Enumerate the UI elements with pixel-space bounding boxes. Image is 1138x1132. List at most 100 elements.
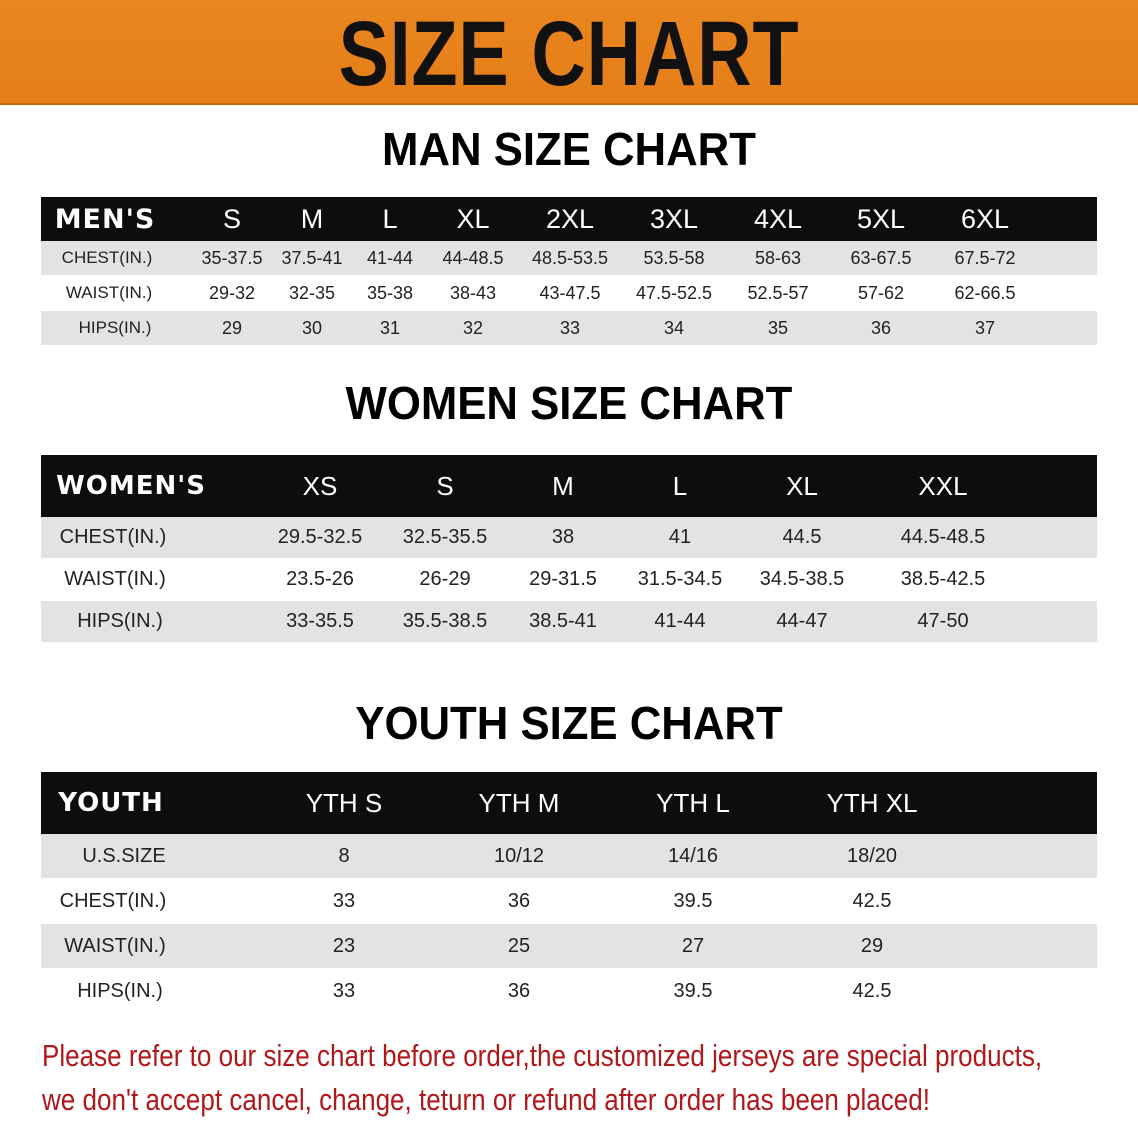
- table-row: WAIST(IN.) 23 25 27 29: [41, 924, 1097, 968]
- measurement-label: CHEST(IN.): [59, 889, 167, 912]
- size-header: 5XL: [856, 203, 906, 234]
- measurement-value: 32-35: [288, 282, 336, 303]
- measurement-value: 35: [767, 317, 789, 338]
- women-header-label: WOMEN'S: [56, 471, 206, 501]
- measurement-value: 34: [663, 317, 685, 338]
- measurement-value: 39.5: [673, 979, 713, 1002]
- measurement-value: 23.5-26: [286, 568, 354, 590]
- size-header: 3XL: [649, 203, 699, 234]
- youth-header-label: YOUTH: [58, 788, 164, 818]
- notice-line-1: Please refer to our size chart before or…: [42, 1038, 1043, 1073]
- measurement-value: 44.5: [782, 526, 822, 548]
- measurement-value: 29.5-32.5: [277, 526, 363, 548]
- size-header: YTH S: [305, 787, 383, 818]
- measurement-value: 44.5-48.5: [900, 526, 986, 548]
- measurement-value: 33: [332, 889, 356, 912]
- measurement-value: 43-47.5: [539, 282, 601, 303]
- measurement-value: 31.5-34.5: [637, 568, 723, 590]
- size-header: L: [382, 203, 398, 234]
- measurement-label: CHEST(IN.): [59, 526, 167, 548]
- measurement-value: 29-32: [208, 282, 256, 303]
- women-header-row: WOMEN'S XS S M L XL XXL: [41, 455, 1097, 517]
- measurement-value: 48.5-53.5: [531, 247, 609, 268]
- measurement-value: 33: [332, 979, 356, 1002]
- measurement-label: CHEST(IN.): [61, 248, 153, 267]
- men-section-title: MAN SIZE CHART: [382, 123, 756, 175]
- size-header: M: [300, 203, 324, 234]
- measurement-value: 62-66.5: [954, 282, 1016, 303]
- size-header: YTH XL: [826, 787, 918, 818]
- measurement-value: 42.5: [852, 889, 892, 912]
- table-row: WAIST(IN.) 29-32 32-35 35-38 38-43 43-47.5 47.…: [41, 276, 1097, 310]
- measurement-label: WAIST(IN.): [65, 283, 153, 302]
- youth-section-title: YOUTH SIZE CHART: [355, 697, 783, 749]
- men-header-row: MEN'S S M L XL 2XL 3XL 4XL 5XL 6XL: [41, 197, 1097, 241]
- measurement-value: 37: [974, 317, 996, 338]
- measurement-value: 25: [507, 934, 531, 957]
- measurement-value: 38-43: [449, 282, 497, 303]
- measurement-label: U.S.SIZE: [82, 844, 166, 867]
- measurement-value: 27: [681, 934, 705, 957]
- table-row: HIPS(IN.) 29 30 31 32 33 34 35 36 37: [41, 311, 1097, 345]
- size-header: 6XL: [960, 203, 1010, 234]
- size-header: M: [552, 470, 574, 501]
- measurement-value: 14/16: [667, 844, 719, 867]
- measurement-value: 41-44: [366, 247, 414, 268]
- measurement-value: 34.5-38.5: [759, 568, 845, 590]
- measurement-value: 58-63: [754, 247, 802, 268]
- measurement-value: 41: [668, 526, 692, 548]
- measurement-value: 26-29: [419, 568, 471, 590]
- measurement-value: 8: [338, 844, 350, 867]
- table-row: CHEST(IN.) 29.5-32.5 32.5-35.5 38 41 44.5 44.5…: [41, 517, 1097, 558]
- measurement-value: 42.5: [852, 979, 892, 1002]
- table-row: WAIST(IN.) 23.5-26 26-29 29-31.5 31.5-34.5 34…: [41, 559, 1097, 600]
- measurement-value: 33-35.5: [286, 610, 354, 632]
- men-header-label: MEN'S: [54, 203, 156, 235]
- measurement-value: 32: [462, 317, 484, 338]
- youth-size-table: YOUTH YTH S YTH M YTH L YTH XL U.S.SIZE 8 10/12…: [41, 772, 1097, 1016]
- size-chart-banner: SIZE CHART: [0, 0, 1138, 105]
- measurement-value: 38.5-42.5: [900, 568, 986, 590]
- measurement-value: 29: [860, 934, 884, 957]
- measurement-value: 57-62: [857, 282, 905, 303]
- measurement-value: 41-44: [654, 610, 706, 632]
- table-row: CHEST(IN.) 35-37.5 37.5-41 41-44 44-48.5 48.5…: [41, 241, 1097, 275]
- measurement-value: 67.5-72: [954, 247, 1016, 268]
- measurement-label: WAIST(IN.): [64, 568, 166, 590]
- size-header: S: [436, 470, 454, 501]
- measurement-value: 37.5-41: [281, 247, 343, 268]
- size-header: S: [222, 203, 242, 234]
- measurement-value: 30: [301, 317, 323, 338]
- measurement-value: 23: [332, 934, 356, 957]
- youth-header-row: YOUTH YTH S YTH M YTH L YTH XL: [41, 772, 1097, 834]
- women-size-table: WOMEN'S XS S M L XL XXL CHEST(IN.) 29.5-32.5 32.5…: [41, 455, 1097, 644]
- measurement-value: 35.5-38.5: [402, 610, 488, 632]
- measurement-value: 38: [551, 526, 575, 548]
- size-header: XL: [786, 470, 818, 501]
- size-header: XXL: [918, 470, 968, 501]
- measurement-value: 18/20: [846, 844, 898, 867]
- banner-title: SIZE CHART: [338, 3, 800, 105]
- measurement-label: HIPS(IN.): [77, 610, 163, 632]
- measurement-value: 36: [507, 979, 531, 1002]
- women-section-title: WOMEN SIZE CHART: [345, 377, 793, 429]
- size-header: XS: [302, 470, 338, 501]
- measurement-value: 63-67.5: [850, 247, 912, 268]
- measurement-value: 29-31.5: [529, 568, 597, 590]
- size-header: YTH L: [656, 787, 730, 818]
- table-row: HIPS(IN.) 33-35.5 35.5-38.5 38.5-41 41-44 44-…: [41, 601, 1097, 642]
- measurement-value: 52.5-57: [747, 282, 809, 303]
- measurement-value: 10/12: [493, 844, 545, 867]
- table-row: U.S.SIZE 8 10/12 14/16 18/20: [41, 834, 1097, 878]
- measurement-value: 53.5-58: [643, 247, 705, 268]
- size-header: 2XL: [545, 203, 595, 234]
- measurement-value: 31: [379, 317, 401, 338]
- measurement-value: 44-47: [776, 610, 828, 632]
- measurement-value: 47.5-52.5: [635, 282, 713, 303]
- measurement-value: 33: [559, 317, 581, 338]
- measurement-value: 29: [221, 317, 243, 338]
- measurement-value: 35-38: [366, 282, 414, 303]
- measurement-value: 47-50: [917, 610, 969, 632]
- size-header: 4XL: [753, 203, 803, 234]
- measurement-label: HIPS(IN.): [78, 318, 152, 337]
